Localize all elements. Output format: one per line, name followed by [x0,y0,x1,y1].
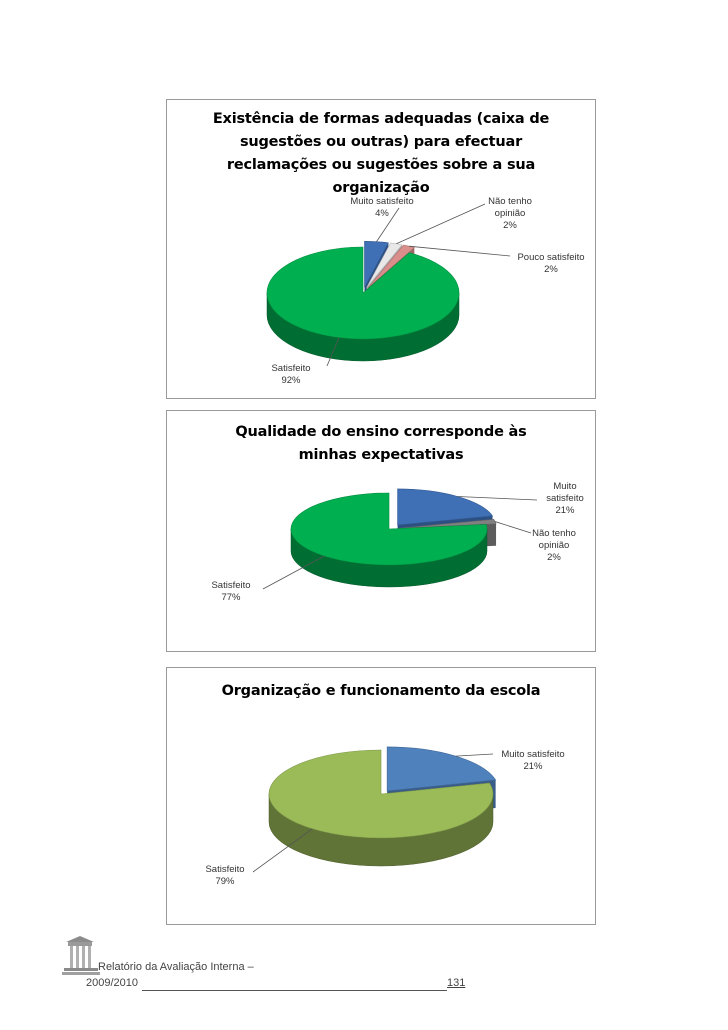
footer-year: 2009/2010 [86,977,138,989]
data-label-pouco-satisfeito: Pouco satisfeito 2% [517,252,584,275]
footer-rule [142,990,447,991]
leader-line [262,555,325,590]
page-number: 131 [447,977,466,989]
pie-slice-muito-satisfeito [386,746,497,792]
page-footer: Relatório da Avaliação Interna – 2009/20… [62,936,482,996]
leader-line [252,828,313,873]
data-label-satisfeito: Satisfeito 77% [211,580,250,603]
pie-slice-muito-satisfeito [364,240,389,288]
data-label-nao-tenho-opiniao: Não tenho opinião 2% [488,196,532,231]
leader-line [408,245,511,257]
pie-chart: Muito satisfeito 21% Não tenho opinião 2% Sati… [211,481,584,603]
data-label-muito-satisfeito: Muito satisfeito 4% [350,196,413,219]
leader-line [376,207,400,242]
pie-slice-pouco-satisfeito [367,244,415,289]
pie-slice-satisfeito [266,246,460,340]
school-logo-icon [62,936,100,975]
data-label-satisfeito: Satisfeito 79% [205,864,244,887]
data-label-muito-satisfeito: Muito satisfeito 21% [501,749,564,772]
chart-school-organization: Organização e funcionamento da escola Mu… [166,667,596,925]
footer-report-title: Relatório da Avaliação Interna – [98,961,254,973]
chart-teaching-quality: Qualidade do ensino corresponde às minha… [166,410,596,652]
data-label-muito-satisfeito: Muito satisfeito 21% [546,481,584,516]
pie-slice-nao-tenho-opiniao [366,242,403,288]
pie-chart: Muito satisfeito 4% Não tenho opinião 2% Pouc… [266,196,585,386]
pie-chart: Muito satisfeito 21% Satisfeito 79% [205,746,565,887]
chart-title: Organização e funcionamento da escola [221,683,541,699]
chart-title: Existência de formas adequadas (caixa de… [212,111,550,196]
leader-line [455,753,494,757]
chart-satisfaction-complaints: Existência de formas adequadas (caixa de… [166,99,596,399]
data-label-satisfeito: Satisfeito 92% [271,363,310,386]
leader-line [494,521,532,534]
leader-line [457,496,538,501]
data-label-nao-tenho-opiniao: Não tenho opinião 2% [532,528,576,563]
leader-line [326,337,340,367]
chart-title: Qualidade do ensino corresponde às minha… [235,424,527,463]
leader-line [396,203,486,245]
